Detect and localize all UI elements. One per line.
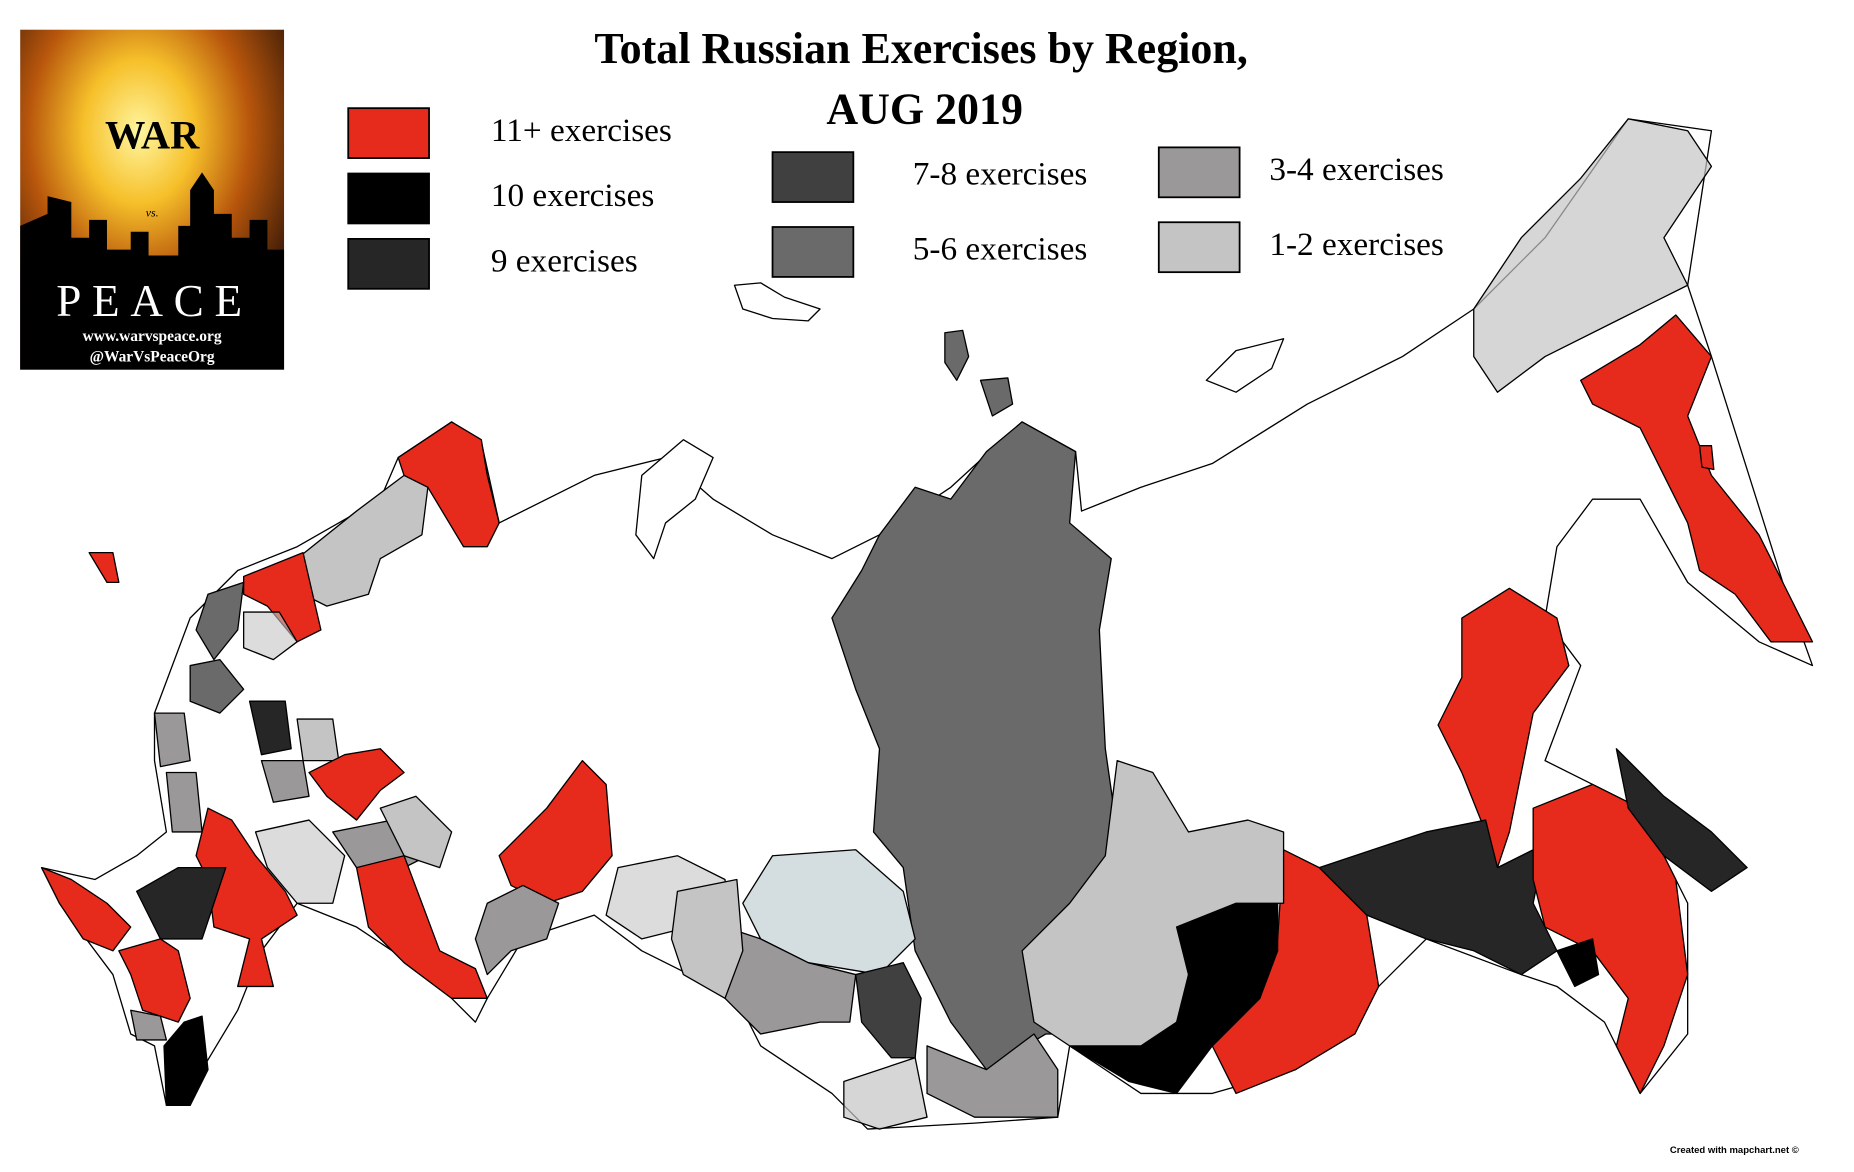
legend-label: 7-8 exercises [913,156,1088,193]
region [1698,445,1715,471]
legend-swatch [1157,146,1241,199]
island [1205,338,1285,393]
credit: Created with mapchart.net © [1670,1145,1799,1156]
region [308,748,405,821]
region [1473,118,1713,393]
legend-swatch [347,172,430,225]
legend-label: 5-6 exercises [913,231,1088,268]
legend-label: 3-4 exercises [1269,151,1444,188]
region [165,771,203,833]
island [635,439,714,560]
region [260,759,310,803]
legend-label: 1-2 exercises [1269,226,1444,263]
region [843,1057,928,1130]
region [163,1015,209,1106]
region [195,581,245,661]
legend-swatch [347,237,430,290]
legend-label: 10 exercises [491,177,655,214]
logo-url: www.warvspeace.org [83,328,222,345]
region [1615,748,1748,893]
region [1021,759,1285,1047]
legend-label: 11+ exercises [491,112,672,149]
region [355,855,488,999]
logo-war: WAR [105,113,200,158]
region [1580,314,1814,643]
legend-swatch [771,226,855,278]
legend: 11+ exercises 10 exercises 9 exercises 7-8 … [347,107,1444,290]
region [926,1033,1059,1118]
canvas: WAR vs. PEACE www.warvspeace.org @WarVsP… [20,24,1814,1156]
region [979,377,1014,417]
legend-swatch [347,107,430,159]
title: Total Russian Exercises by Region, [594,24,1248,73]
region [118,938,191,1023]
region [724,926,857,1035]
region [130,1009,168,1041]
skyline [20,172,285,370]
title: AUG 2019 [826,85,1023,134]
region [248,700,292,756]
region [944,329,970,381]
region [296,474,429,607]
region [242,611,298,661]
region [670,878,744,999]
region [1556,938,1600,988]
region [1437,587,1570,869]
region [474,884,560,976]
region [189,658,245,714]
region [379,795,453,869]
region [40,866,132,952]
region [88,551,120,584]
legend-swatch [1157,221,1241,274]
logo: WAR vs. PEACE www.warvspeace.org @WarVsP… [20,29,285,370]
legend-label: 9 exercises [491,242,638,279]
region [153,712,191,768]
legend-swatch [771,151,855,203]
region [296,718,340,762]
logo-handle: @WarVsPeaceOrg [90,348,215,365]
island [733,282,821,322]
logo-peace: PEACE [56,276,253,326]
map [40,118,1814,1130]
logo-vs: vs. [146,205,159,219]
region [254,819,346,904]
